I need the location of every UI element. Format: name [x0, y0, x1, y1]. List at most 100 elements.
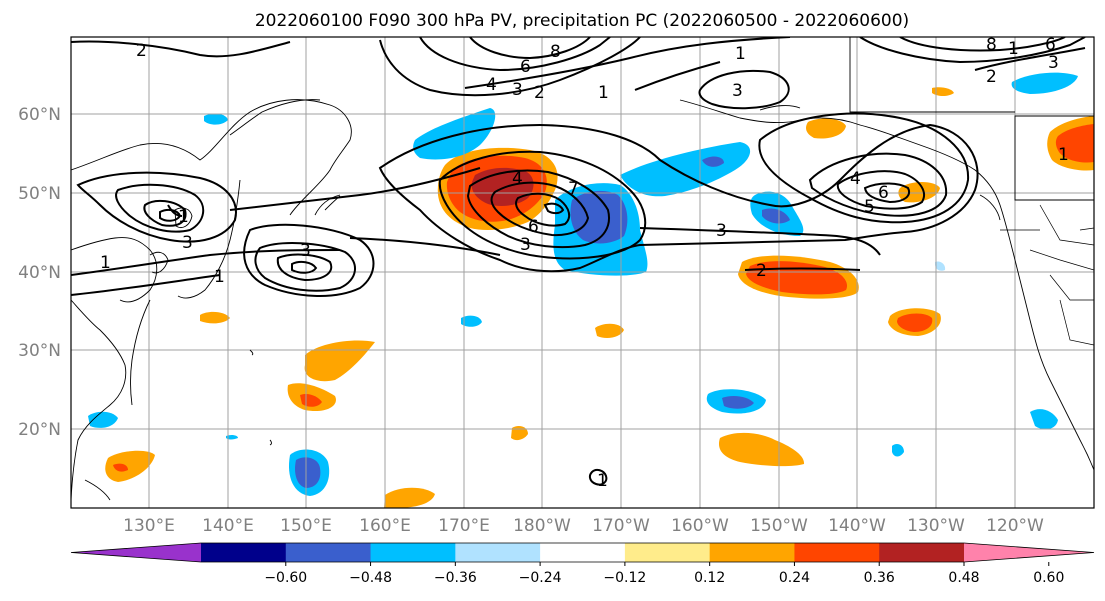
precip-negative-region — [702, 156, 724, 167]
precip-positive-region — [595, 323, 624, 338]
precip-negative-region — [762, 208, 790, 224]
precip-negative-region — [295, 457, 321, 488]
precip-positive-region — [105, 450, 155, 482]
colorbar-swatch — [370, 543, 456, 562]
lat-label: 20°N — [18, 420, 61, 440]
lon-label: 130°W — [907, 516, 965, 536]
colorbar-swatch — [540, 543, 626, 562]
lat-label: 40°N — [18, 263, 61, 283]
lat-label: 60°N — [18, 105, 61, 125]
colorbar-tick-label: −0.48 — [349, 570, 392, 586]
map-area: 2 6 8 1 4 3 2 1 3 1 8 6 3 2 4 7 6 3 3 3 … — [71, 35, 1094, 508]
contour-labels: 2 6 8 1 4 3 2 1 3 1 8 6 3 2 4 7 6 3 3 3 … — [100, 35, 1069, 491]
longitude-labels: 130°E 140°E 150°E 160°E 170°E 180°W 170°… — [123, 516, 1044, 536]
colorbar-outline — [70, 542, 1095, 563]
contour-label: 7 — [568, 179, 579, 199]
colorbar: −0.60 −0.48 −0.36 −0.24 −0.12 0.12 0.24 0.36 0.4… — [70, 542, 1095, 586]
lat-label: 30°N — [18, 341, 61, 361]
contour-label: 1 — [214, 267, 225, 287]
colorbar-tick-label: 0.36 — [864, 570, 895, 586]
precip-negative-region — [204, 113, 228, 125]
precip-negative-region — [461, 315, 482, 327]
colorbar-swatch — [794, 543, 880, 562]
contour-label: 6 — [520, 57, 531, 77]
graticule — [71, 37, 1094, 508]
contour-label: 3 — [182, 233, 193, 253]
lon-label: 160°E — [359, 516, 411, 536]
political-borders — [1000, 199, 1094, 346]
precip-positive-region — [304, 340, 375, 382]
contour-label: 5 — [864, 197, 875, 217]
colorbar-tick-label: −0.12 — [603, 570, 646, 586]
precip-positive-region — [384, 487, 435, 508]
contour-label: 3 — [716, 221, 727, 241]
lon-label: 150°E — [280, 516, 332, 536]
map-frame — [70, 36, 1095, 509]
contour-label: 4 — [486, 75, 497, 95]
colorbar-tick-label: −0.24 — [519, 570, 562, 586]
colorbar-swatch — [285, 543, 372, 562]
precip-negative-region — [88, 411, 118, 428]
precip-positive-region — [200, 311, 230, 324]
lon-label: 170°W — [592, 516, 650, 536]
precip-shading — [88, 72, 1094, 508]
colorbar-swatch — [709, 543, 795, 562]
precip-negative-region — [722, 395, 754, 409]
contour-label: 2 — [534, 83, 545, 103]
precip-positive-region — [511, 426, 528, 441]
colorbar-swatch — [455, 543, 541, 562]
lon-label: 150°W — [750, 516, 808, 536]
colorbar-tick-label: 0.60 — [1033, 570, 1064, 586]
precip-negative-region — [620, 142, 751, 197]
pv-contours — [71, 37, 1086, 486]
colorbar-extend-high — [964, 543, 1094, 562]
precip-negative-region — [935, 261, 946, 271]
contour-label: 6 — [1045, 35, 1056, 55]
precip-negative-region — [1011, 72, 1078, 94]
contour-label: 3 — [520, 235, 531, 255]
precip-negative-region — [226, 434, 238, 440]
lon-label: 170°E — [438, 516, 490, 536]
precip-positive-region — [932, 87, 954, 96]
contour-label: 1 — [1058, 145, 1069, 165]
contour-label: 6 — [528, 217, 539, 237]
contour-label: 3 — [300, 241, 311, 261]
lon-label: 130°E — [123, 516, 175, 536]
colorbar-tick-label: −0.36 — [434, 570, 477, 586]
contour-label: 1 — [100, 253, 111, 273]
precip-negative-region — [892, 444, 904, 457]
latitude-labels: 60°N 50°N 40°N 30°N 20°N — [18, 105, 61, 440]
contour-label: 8 — [550, 42, 561, 62]
colorbar-tick-label: 0.12 — [694, 570, 725, 586]
contour-label: 1 — [178, 207, 189, 227]
colorbar-extend-low — [71, 543, 201, 562]
precip-negative-region — [1030, 409, 1058, 430]
contour-label: 3 — [1048, 53, 1059, 73]
precip-positive-region — [1055, 124, 1094, 163]
contour-label: 4 — [512, 169, 523, 189]
contour-label: 2 — [986, 67, 997, 87]
contour-label: 2 — [136, 41, 147, 61]
colorbar-swatch — [624, 543, 711, 562]
precip-positive-region — [113, 463, 128, 472]
colorbar-tick-label: 0.24 — [779, 570, 810, 586]
precip-positive-region — [897, 313, 933, 332]
contour-label: 1 — [597, 471, 608, 491]
colorbar-tick-label: 0.48 — [948, 570, 979, 586]
colorbar-swatch — [879, 543, 965, 562]
contour-label: 6 — [878, 183, 889, 203]
contour-label: 1 — [598, 83, 609, 103]
contour-label: 1 — [735, 44, 746, 64]
contour-label: 2 — [756, 261, 767, 281]
lon-label: 180°W — [513, 516, 571, 536]
contour-label: 8 — [986, 35, 997, 55]
lon-label: 120°W — [986, 516, 1044, 536]
precip-positive-region — [806, 118, 846, 139]
colorbar-swatch — [201, 543, 287, 562]
contour-label: 4 — [850, 169, 861, 189]
contour-label: 3 — [512, 80, 523, 100]
precip-positive-region — [718, 432, 805, 467]
lat-label: 50°N — [18, 184, 61, 204]
precip-negative-region — [570, 190, 628, 244]
